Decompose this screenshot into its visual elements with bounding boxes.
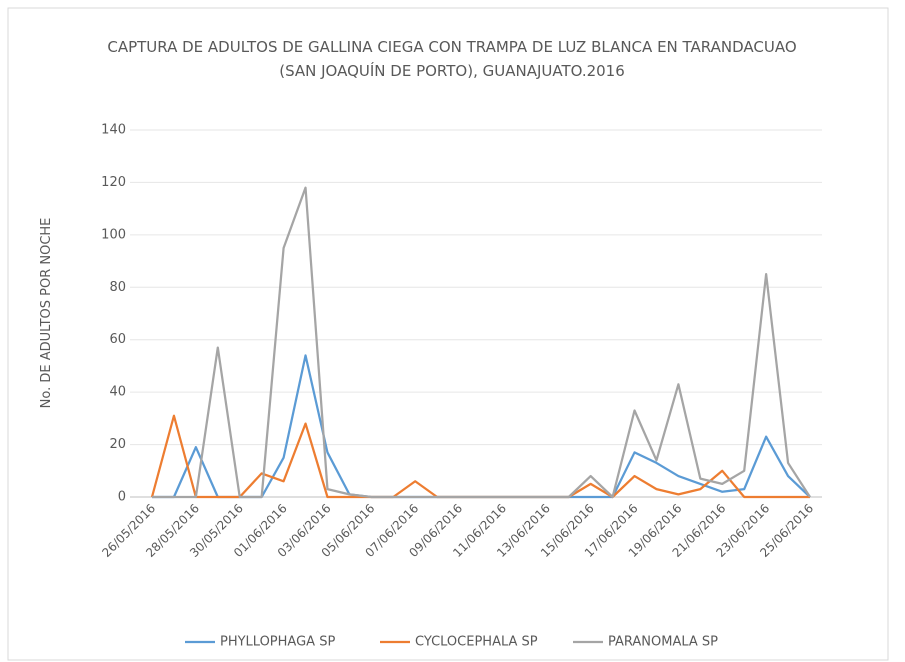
legend-label: PHYLLOPHAGA SP: [220, 635, 335, 650]
series-line: [152, 354, 811, 499]
y-axis-label: No. DE ADULTOS POR NOCHE: [39, 218, 54, 409]
y-tick-label: 40: [109, 385, 126, 400]
chart-frame: [7, 7, 889, 661]
legend-label: PARANOMALA SP: [608, 635, 718, 650]
chart-title: CAPTURA DE ADULTOS DE GALLINA CIEGA CON …: [107, 38, 796, 56]
y-tick-label: 140: [101, 123, 126, 138]
y-tick-label: 80: [109, 280, 126, 295]
chart-subtitle: (SAN JOAQUÍN DE PORTO), GUANAJUATO.2016: [279, 61, 625, 80]
legend-label: CYCLOCEPHALA SP: [415, 635, 538, 650]
series-line: [152, 186, 811, 499]
y-tick-label: 0: [118, 490, 126, 505]
y-tick-label: 120: [101, 175, 126, 190]
series-line: [150, 414, 810, 499]
y-tick-label: 100: [101, 227, 126, 242]
y-tick-label: 60: [109, 332, 126, 347]
y-tick-label: 20: [109, 437, 126, 452]
